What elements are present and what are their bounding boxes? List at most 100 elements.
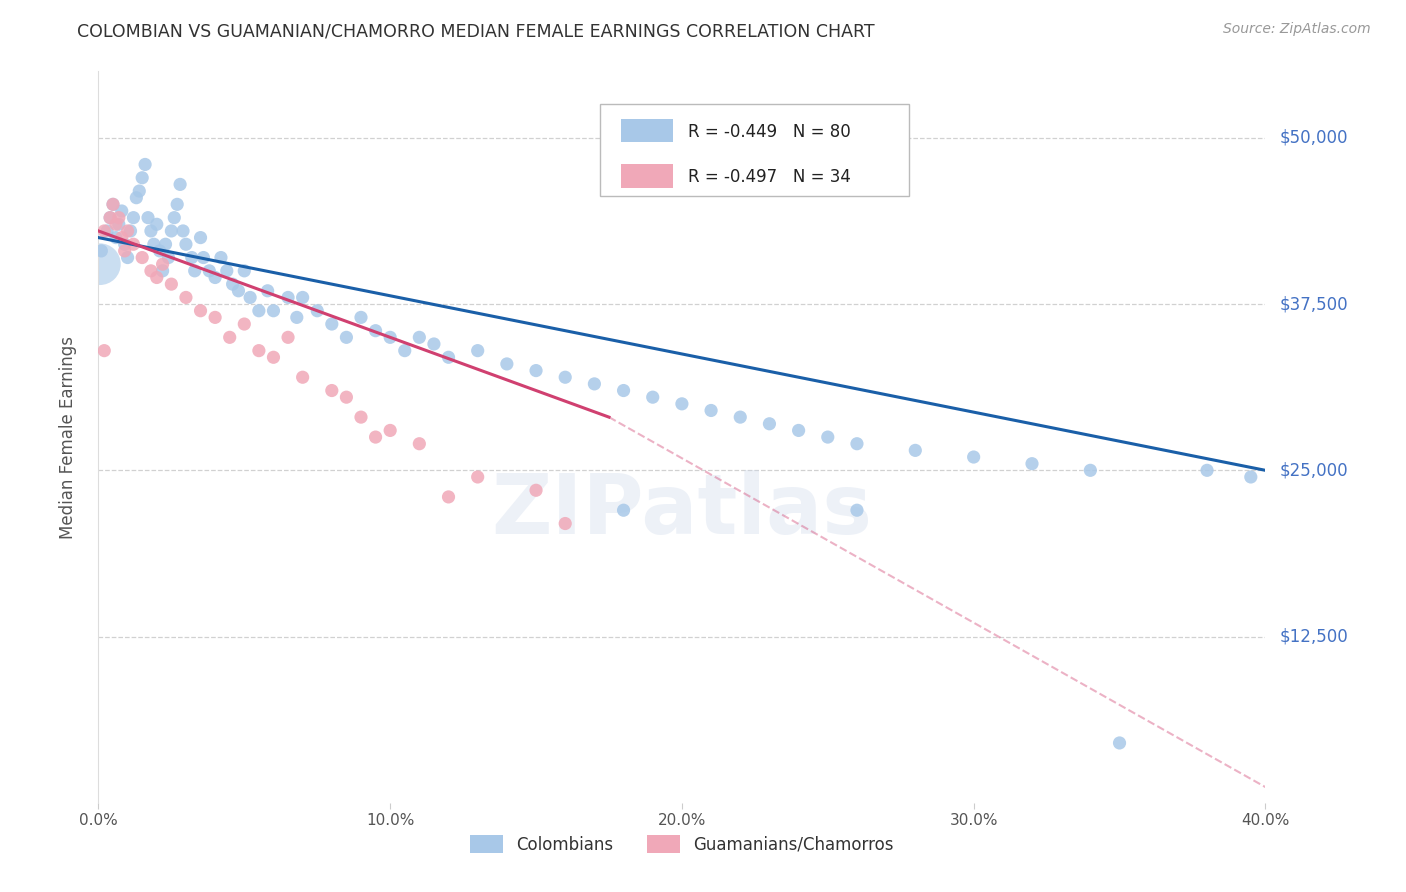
Point xyxy=(758,417,780,431)
Point xyxy=(233,264,256,278)
Point xyxy=(174,237,197,252)
Point xyxy=(204,310,226,325)
Point xyxy=(1240,470,1263,484)
Point xyxy=(380,330,402,344)
Text: R = -0.497   N = 34: R = -0.497 N = 34 xyxy=(688,169,851,186)
Point xyxy=(172,224,194,238)
Point xyxy=(98,211,121,225)
Text: COLOMBIAN VS GUAMANIAN/CHAMORRO MEDIAN FEMALE EARNINGS CORRELATION CHART: COLOMBIAN VS GUAMANIAN/CHAMORRO MEDIAN F… xyxy=(77,22,875,40)
Point xyxy=(408,330,430,344)
Point xyxy=(291,290,314,304)
Point xyxy=(554,370,576,384)
Point xyxy=(111,230,134,244)
Point xyxy=(277,290,299,304)
Point xyxy=(228,284,250,298)
Point xyxy=(321,317,343,331)
Point xyxy=(671,397,693,411)
Point xyxy=(139,224,162,238)
Point xyxy=(209,251,232,265)
Point xyxy=(277,330,299,344)
Point xyxy=(93,224,115,238)
Text: $50,000: $50,000 xyxy=(1279,128,1348,147)
Point xyxy=(394,343,416,358)
Point xyxy=(256,284,278,298)
Point xyxy=(190,230,212,244)
Text: $12,500: $12,500 xyxy=(1279,628,1348,646)
Point xyxy=(408,436,430,450)
Point xyxy=(239,290,262,304)
Point xyxy=(730,410,752,425)
Point xyxy=(233,317,256,331)
Point xyxy=(180,251,202,265)
Y-axis label: Median Female Earnings: Median Female Earnings xyxy=(59,335,77,539)
Point xyxy=(157,251,180,265)
Point xyxy=(215,264,238,278)
Point xyxy=(89,257,111,271)
Point xyxy=(101,197,124,211)
Point xyxy=(846,503,869,517)
Point xyxy=(104,217,127,231)
FancyBboxPatch shape xyxy=(621,119,672,143)
Point xyxy=(437,351,460,365)
Text: $25,000: $25,000 xyxy=(1279,461,1348,479)
Point xyxy=(142,237,165,252)
Point xyxy=(193,251,215,265)
Point xyxy=(583,376,606,391)
Point xyxy=(108,217,131,231)
Point xyxy=(169,178,191,192)
Point xyxy=(321,384,343,398)
Text: Source: ZipAtlas.com: Source: ZipAtlas.com xyxy=(1223,22,1371,37)
Text: $37,500: $37,500 xyxy=(1279,295,1348,313)
Point xyxy=(787,424,810,438)
Point xyxy=(350,310,373,325)
Point xyxy=(120,224,142,238)
FancyBboxPatch shape xyxy=(600,104,910,195)
Text: R = -0.449   N = 80: R = -0.449 N = 80 xyxy=(688,123,851,141)
Point xyxy=(155,237,177,252)
Point xyxy=(122,237,145,252)
Point xyxy=(262,351,284,365)
Point xyxy=(183,264,205,278)
Point xyxy=(101,197,124,211)
Point xyxy=(134,157,156,171)
Point xyxy=(190,303,212,318)
Point xyxy=(612,503,634,517)
Point xyxy=(380,424,402,438)
Point xyxy=(554,516,576,531)
Point xyxy=(221,277,243,292)
Point xyxy=(204,270,226,285)
Point xyxy=(163,211,186,225)
Point xyxy=(114,237,136,252)
Point xyxy=(117,251,139,265)
Point xyxy=(700,403,723,417)
Point xyxy=(335,390,357,404)
Point xyxy=(114,244,136,258)
Point xyxy=(146,217,169,231)
Point xyxy=(524,363,547,377)
Point xyxy=(122,211,145,225)
Point xyxy=(104,230,127,244)
Point xyxy=(160,224,183,238)
Point xyxy=(152,257,174,271)
Point xyxy=(218,330,240,344)
Point xyxy=(817,430,839,444)
Point xyxy=(524,483,547,498)
Point xyxy=(904,443,927,458)
Point xyxy=(247,343,270,358)
Point xyxy=(846,436,869,450)
Point xyxy=(1021,457,1043,471)
Point xyxy=(152,264,174,278)
Point xyxy=(93,343,115,358)
Point xyxy=(98,211,121,225)
Point xyxy=(131,251,153,265)
Point xyxy=(335,330,357,344)
Point xyxy=(641,390,664,404)
Point xyxy=(1195,463,1218,477)
Point xyxy=(108,211,131,225)
Legend: Colombians, Guamanians/Chamorros: Colombians, Guamanians/Chamorros xyxy=(463,829,901,860)
Point xyxy=(96,224,118,238)
Text: ZIPatlas: ZIPatlas xyxy=(492,470,872,550)
Point xyxy=(117,224,139,238)
Point xyxy=(467,343,489,358)
Point xyxy=(136,211,159,225)
